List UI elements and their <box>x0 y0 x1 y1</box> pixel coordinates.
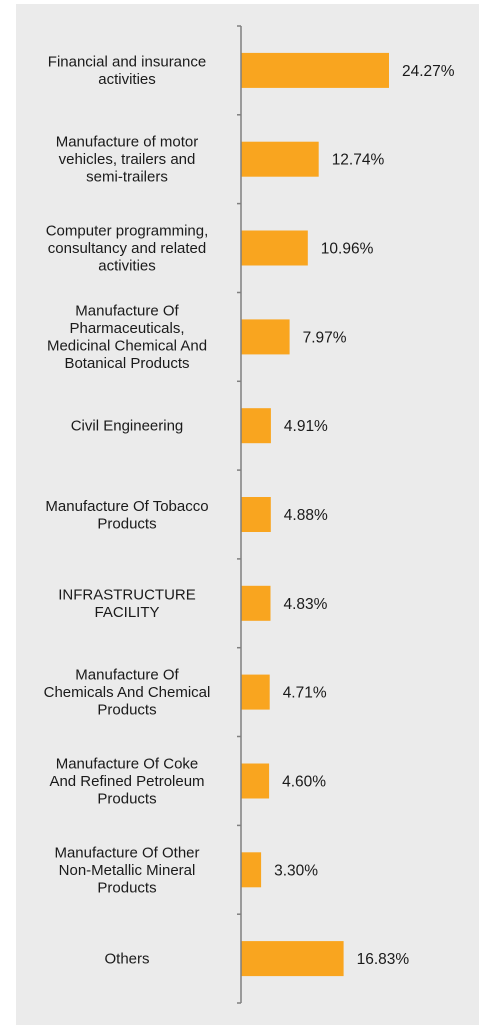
category-label-6: Manufacture Of Tobacco Products <box>45 498 208 533</box>
value-label-11: 16.83% <box>357 951 410 968</box>
bar-4 <box>241 319 290 355</box>
bar-chart: 24.27% Financial and insurance activities 1… <box>44 25 455 1004</box>
value-label-10: 3.30% <box>274 862 318 879</box>
value-label-4: 7.97% <box>303 329 347 346</box>
bar-11 <box>241 941 344 977</box>
value-label-1: 24.27% <box>402 63 455 80</box>
category-label-11: Others <box>104 951 149 968</box>
value-label-6: 4.88% <box>284 507 328 524</box>
bar-6 <box>241 497 271 532</box>
category-label-7: INFRASTRUCTURE FACILITY <box>58 587 196 622</box>
bar-1 <box>241 52 389 88</box>
value-label-7: 4.83% <box>284 596 328 613</box>
value-label-3: 10.96% <box>321 241 374 258</box>
bar-2 <box>241 141 319 177</box>
bar-7 <box>241 585 271 621</box>
value-label-5: 4.91% <box>284 418 328 435</box>
bar-5 <box>241 408 271 444</box>
bar-8 <box>241 674 270 710</box>
category-label-10: Manufacture Of Other Non-Metallic Mineral… <box>54 844 199 896</box>
value-label-9: 4.60% <box>282 774 326 791</box>
value-label-8: 4.71% <box>283 685 327 702</box>
value-label-2: 12.74% <box>332 152 385 169</box>
category-label-2: Manufacture of motor vehicles, trailers a… <box>56 134 199 186</box>
chart-panel: 24.27% Financial and insurance activities 1… <box>16 4 479 1025</box>
category-label-9: Manufacture Of Coke And Refined Petroleum… <box>49 756 204 808</box>
category-label-4: Manufacture Of Pharmaceuticals, Medicinal … <box>47 303 207 373</box>
bar-10 <box>241 852 262 888</box>
category-label-1: Financial and insurance activities <box>48 54 206 88</box>
bar-3 <box>241 230 308 266</box>
category-label-5: Civil Engineering <box>71 418 184 435</box>
category-label-8: Manufacture Of Chemicals And Chemical Prod… <box>44 667 211 719</box>
bar-9 <box>241 763 270 799</box>
category-label-3: Computer programming, consultancy and rel… <box>46 223 209 275</box>
